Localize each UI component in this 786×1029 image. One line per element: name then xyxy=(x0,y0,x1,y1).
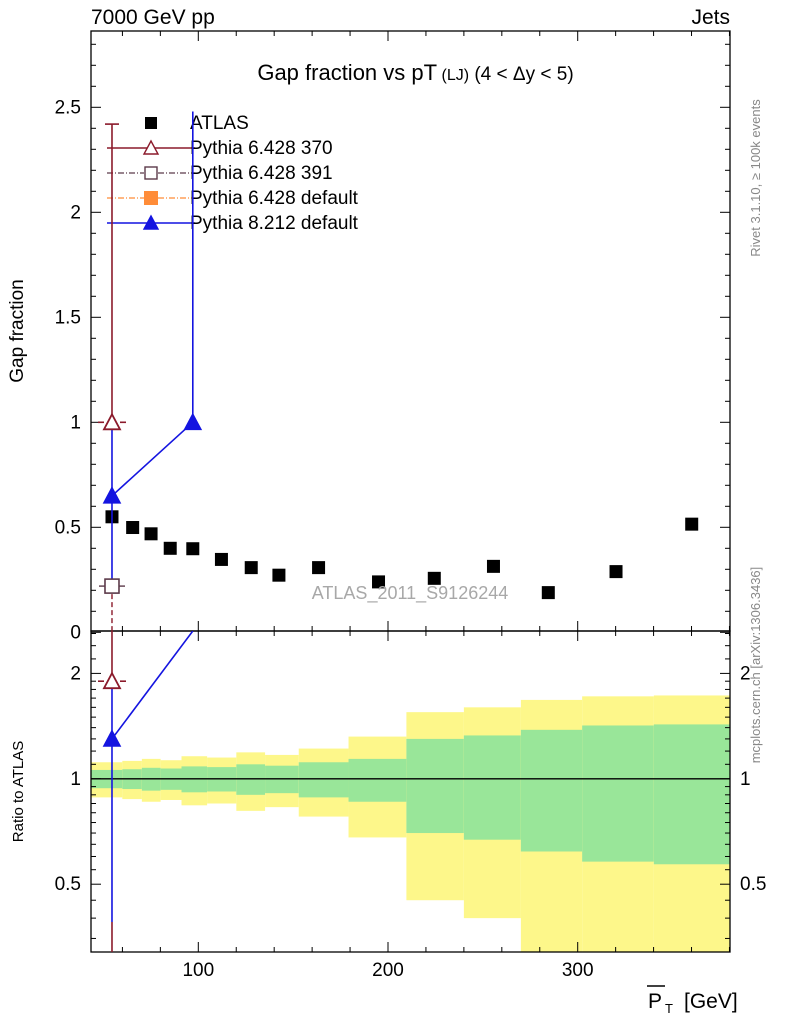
svg-text:1: 1 xyxy=(740,769,751,790)
svg-text:T: T xyxy=(665,1001,673,1016)
svg-text:1: 1 xyxy=(70,412,81,433)
svg-text:0.5: 0.5 xyxy=(55,874,81,895)
svg-text:ATLAS_2011_S9126244: ATLAS_2011_S9126244 xyxy=(312,583,509,604)
svg-text:Pythia 6.428 default: Pythia 6.428 default xyxy=(190,188,359,209)
svg-text:Gap fraction: Gap fraction xyxy=(7,279,28,383)
svg-text:300: 300 xyxy=(562,960,594,981)
svg-text:mcplots.cern.ch [arXiv:1306.34: mcplots.cern.ch [arXiv:1306.3436] xyxy=(748,567,763,764)
svg-text:P: P xyxy=(648,990,662,1013)
svg-text:2.5: 2.5 xyxy=(55,97,81,118)
svg-text:Pythia 8.212 default: Pythia 8.212 default xyxy=(190,213,359,234)
svg-text:Ratio to ATLAS: Ratio to ATLAS xyxy=(10,741,27,842)
svg-text:1: 1 xyxy=(70,769,81,790)
svg-text:Rivet 3.1.10, ≥ 100k events: Rivet 3.1.10, ≥ 100k events xyxy=(748,99,763,257)
svg-text:0.5: 0.5 xyxy=(55,517,81,538)
svg-text:0.5: 0.5 xyxy=(740,874,766,895)
svg-text:Gap fraction vs pT (LJ) (4 < Δ: Gap fraction vs pT (LJ) (4 < Δy < 5) xyxy=(257,60,573,85)
svg-text:1.5: 1.5 xyxy=(55,307,81,328)
svg-text:2: 2 xyxy=(70,202,81,223)
svg-text:ATLAS: ATLAS xyxy=(190,113,249,134)
svg-text:Jets: Jets xyxy=(691,6,730,29)
svg-text:Pythia 6.428 391: Pythia 6.428 391 xyxy=(190,163,333,184)
svg-text:7000 GeV pp: 7000 GeV pp xyxy=(91,6,215,29)
svg-text:200: 200 xyxy=(372,960,404,981)
svg-text:Pythia 6.428 370: Pythia 6.428 370 xyxy=(190,138,333,159)
svg-text:2: 2 xyxy=(70,663,81,684)
svg-text:[GeV]: [GeV] xyxy=(684,990,738,1013)
svg-text:0: 0 xyxy=(70,622,81,643)
svg-text:100: 100 xyxy=(182,960,214,981)
